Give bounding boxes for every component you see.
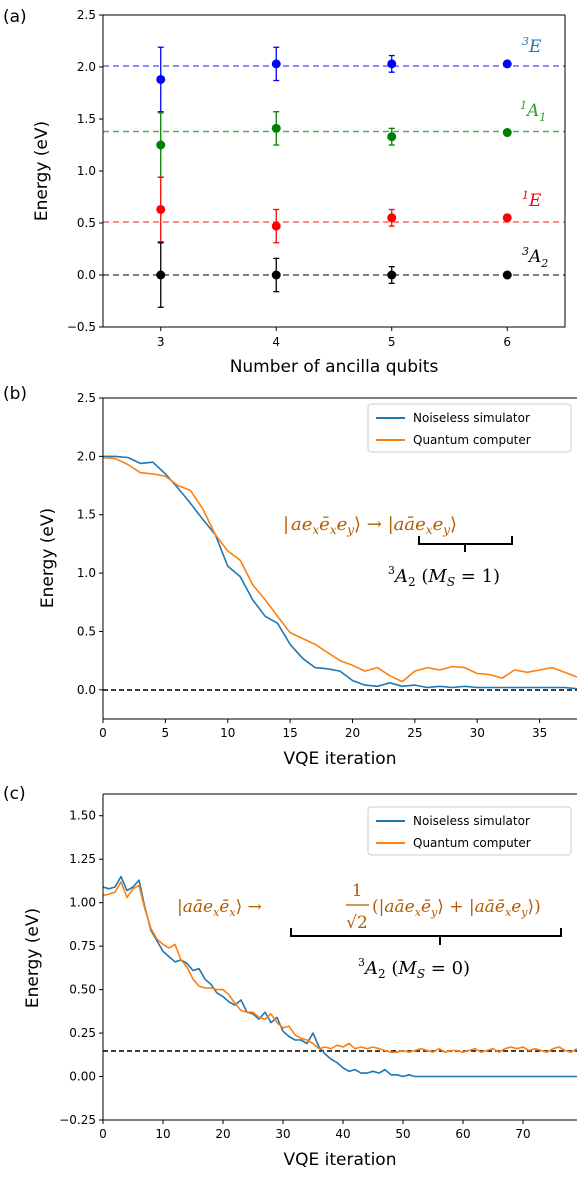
data-point [502,270,512,280]
y-tick-label: 1.5 [77,508,96,522]
x-tick-label: 30 [470,726,485,740]
panel-a-ylabel: Energy (eV) [32,121,52,221]
y-tick-label: 0.5 [77,624,96,638]
x-tick-label: 5 [162,726,170,740]
y-tick-label: 2.5 [77,8,96,22]
data-point [387,270,397,280]
legend-label-quantum: Quantum computer [413,836,531,850]
series-line-simulator [103,455,577,690]
series-line-quantum [102,880,577,1053]
x-tick-label: 25 [407,726,422,740]
y-tick-label: 0.0 [77,683,96,697]
y-tick-label: −0.25 [59,1113,96,1127]
data-point [271,221,281,231]
y-tick-label: 1.50 [69,809,96,823]
panel-c-legend: Noiseless simulator Quantum computer [367,806,572,856]
panel-b: (b) 0 5 10 15 20 25 30 35 0.0 0.5 1.0 1.5 2.0 2.5 VQE… [3,384,577,769]
panel-a: (a) 3 4 5 6 −0.5 0.0 0.5 1.0 1.5 2.0 2.5 Number of… [3,7,566,377]
y-tick-label: 2.0 [77,60,96,74]
y-tick-label: 2.5 [77,391,96,405]
data-point [156,74,166,84]
y-tick-label: 0.5 [77,216,96,230]
y-tick-label: 0.75 [69,939,96,953]
annotation-b-term1: aexēxey⟩ → |aāexey⟩ [291,514,457,537]
annotation-c-label: 3A2 (MS = 0) [358,956,470,981]
data-point [387,132,397,142]
state-label-3A2: 3A2 [522,245,548,270]
panel-b-annotation: | aexēxey⟩ → |aāexey⟩ 3A2 (MS = 1) [283,514,513,589]
panel-c-annotation: |aāexēx⟩ → 1 √2 (|aāexēy⟩ + |aāēxey⟩) 3A… [177,881,562,981]
x-tick-label: 0 [99,726,107,740]
y-tick-label: 1.00 [69,896,96,910]
annotation-c-frac-den: √2 [346,913,368,933]
data-point [387,59,397,69]
data-point [156,140,166,150]
x-tick-label: 15 [282,726,297,740]
data-point [156,270,166,280]
panel-c-xlabel: VQE iteration [284,1150,397,1170]
panel-c-ylabel: Energy (eV) [23,908,43,1008]
panel-b-legend: Noiseless simulator Quantum computer [367,403,572,453]
data-point [156,204,166,214]
annotation-c-rhs: (|aāexēy⟩ + |aāēxey⟩) [372,897,541,919]
panel-a-frame [102,14,566,328]
annotation-c-brace [290,928,562,945]
y-tick-label: 1.25 [69,852,96,866]
data-point [271,59,281,69]
data-point [502,128,512,138]
data-point [387,213,397,223]
data-point [502,59,512,69]
series-line-quantum [102,456,577,683]
y-tick-label: −0.5 [67,320,96,334]
y-tick-label: 1.5 [77,112,96,126]
x-tick-label: 40 [335,1127,350,1141]
x-tick-label: 30 [275,1127,290,1141]
panel-c-label: (c) [3,784,26,804]
data-point [271,123,281,133]
annotation-b-brace [418,536,513,552]
panel-b-ylabel: Energy (eV) [38,508,58,608]
legend-label-quantum: Quantum computer [413,433,531,447]
panel-c: (c) 0 10 20 30 40 50 60 70 −0.25 0.00 0.25 0.50 0.75… [3,784,577,1170]
y-tick-label: 0.50 [69,983,96,997]
annotation-c-lhs: |aāexēx⟩ → [177,897,262,919]
x-tick-label: 6 [503,335,511,349]
state-label-1E: 1E [522,189,542,211]
legend-label-simulator: Noiseless simulator [413,814,530,828]
annotation-c-frac-num: 1 [352,881,363,901]
x-tick-label: 5 [388,335,396,349]
x-tick-label: 20 [345,726,360,740]
y-tick-label: 2.0 [77,449,96,463]
panel-b-xlabel: VQE iteration [284,749,397,769]
x-tick-label: 10 [155,1127,170,1141]
y-tick-label: 1.0 [77,566,96,580]
y-tick-label: 0.0 [77,268,96,282]
data-point [502,213,512,223]
x-tick-label: 35 [532,726,547,740]
x-tick-label: 4 [272,335,280,349]
x-tick-label: 20 [215,1127,230,1141]
annotation-b-label: 3A2 (MS = 1) [388,564,500,589]
panel-a-xlabel: Number of ancilla qubits [230,357,439,377]
x-tick-label: 50 [395,1127,410,1141]
state-label-3E: 3E [522,35,542,57]
y-tick-label: 0.00 [69,1070,96,1084]
x-tick-label: 10 [220,726,235,740]
legend-label-simulator: Noiseless simulator [413,411,530,425]
data-point [271,270,281,280]
x-tick-label: 0 [99,1127,107,1141]
y-tick-label: 0.25 [69,1026,96,1040]
state-label-1A1: 1A1 [520,99,546,124]
panel-b-label: (b) [3,384,27,404]
annotation-b-bra1: | [283,514,289,535]
y-tick-label: 1.0 [77,164,96,178]
panel-a-label: (a) [3,7,27,27]
x-tick-label: 70 [515,1127,530,1141]
x-tick-label: 60 [455,1127,470,1141]
x-tick-label: 3 [157,335,165,349]
